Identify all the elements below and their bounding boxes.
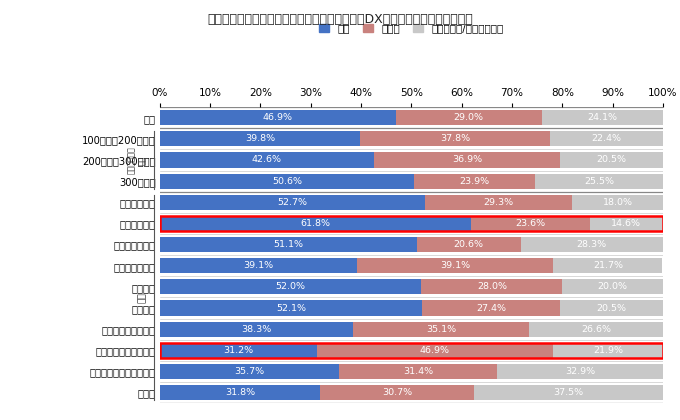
Bar (352, 322, 529, 337)
Text: 35.7%: 35.7% (235, 367, 265, 376)
Text: 業種: 業種 (137, 292, 147, 303)
Text: 21.7%: 21.7% (593, 261, 623, 270)
Bar (425, 194, 573, 210)
Text: 30.7%: 30.7% (382, 388, 412, 397)
Bar (554, 258, 662, 273)
Bar (529, 322, 663, 337)
Text: 52.1%: 52.1% (276, 304, 306, 312)
Text: 37.8%: 37.8% (440, 134, 471, 143)
Bar (160, 279, 422, 294)
Bar (422, 279, 562, 294)
Text: 20.6%: 20.6% (454, 240, 483, 249)
Bar (560, 152, 663, 168)
Bar (560, 300, 663, 316)
Text: 52.7%: 52.7% (277, 198, 307, 207)
Text: 42.6%: 42.6% (252, 155, 282, 165)
Text: 39.1%: 39.1% (440, 261, 470, 270)
Text: 50.6%: 50.6% (272, 177, 302, 186)
Text: 31.4%: 31.4% (403, 367, 434, 376)
Text: 36.9%: 36.9% (452, 155, 482, 165)
Text: 46.9%: 46.9% (262, 113, 293, 122)
Text: 20.5%: 20.5% (596, 304, 626, 312)
Bar (320, 385, 475, 400)
Text: 38.3%: 38.3% (241, 325, 271, 333)
Text: 51.1%: 51.1% (273, 240, 303, 249)
Bar (542, 110, 663, 125)
Text: 20.5%: 20.5% (596, 155, 626, 165)
Bar (396, 110, 542, 125)
Bar (160, 343, 317, 358)
Text: 23.6%: 23.6% (515, 219, 545, 228)
Bar (550, 131, 663, 147)
Bar (160, 173, 414, 189)
Bar (160, 216, 663, 231)
Text: 24.1%: 24.1% (588, 113, 617, 122)
Bar (422, 300, 560, 316)
Bar (553, 343, 663, 358)
Legend: はい, いいえ, わからない/答えられない: はい, いいえ, わからない/答えられない (319, 24, 504, 34)
Bar (160, 322, 352, 337)
Text: 27.4%: 27.4% (476, 304, 506, 312)
Bar (160, 152, 374, 168)
Bar (573, 194, 663, 210)
Bar (160, 110, 396, 125)
Bar (160, 364, 339, 379)
Text: 18.0%: 18.0% (602, 198, 632, 207)
Text: 37.5%: 37.5% (554, 388, 583, 397)
Text: 35.1%: 35.1% (426, 325, 456, 333)
Bar (160, 385, 320, 400)
Bar (160, 216, 471, 231)
Text: 25.5%: 25.5% (584, 177, 614, 186)
Bar (414, 173, 534, 189)
Text: 28.3%: 28.3% (577, 240, 607, 249)
Bar (498, 364, 663, 379)
Bar (475, 385, 663, 400)
Text: 31.8%: 31.8% (225, 388, 255, 397)
Bar (471, 216, 590, 231)
Text: 29.3%: 29.3% (483, 198, 514, 207)
Bar (160, 237, 417, 252)
Text: 61.8%: 61.8% (301, 219, 330, 228)
Text: 28.0%: 28.0% (477, 282, 507, 291)
Text: 工場従業員数
規模: 工場従業員数 規模 (127, 146, 147, 174)
Text: 22.4%: 22.4% (592, 134, 622, 143)
Text: 20.0%: 20.0% (598, 282, 628, 291)
Text: 39.8%: 39.8% (245, 134, 275, 143)
Bar (417, 237, 521, 252)
Bar (339, 364, 498, 379)
Bar (356, 258, 554, 273)
Text: 勤め先の工場では間接材の調達や管理に関するDXの活動に取り組んでいるか: 勤め先の工場では間接材の調達や管理に関するDXの活動に取り組んでいるか (207, 13, 473, 26)
Text: 32.9%: 32.9% (565, 367, 595, 376)
Bar (160, 258, 356, 273)
Bar (360, 131, 550, 147)
Bar (534, 173, 663, 189)
Text: 29.0%: 29.0% (454, 113, 483, 122)
Bar (590, 216, 663, 231)
Bar (160, 131, 360, 147)
Bar (562, 279, 663, 294)
Bar (374, 152, 560, 168)
Bar (521, 237, 663, 252)
Bar (160, 343, 663, 358)
Text: 46.9%: 46.9% (420, 346, 449, 355)
Text: 52.0%: 52.0% (275, 282, 305, 291)
Bar (160, 194, 425, 210)
Bar (160, 300, 422, 316)
Text: 23.9%: 23.9% (460, 177, 490, 186)
Text: 14.6%: 14.6% (611, 219, 641, 228)
Text: 31.2%: 31.2% (223, 346, 254, 355)
Text: 39.1%: 39.1% (243, 261, 273, 270)
Text: 21.9%: 21.9% (593, 346, 623, 355)
Bar (317, 343, 553, 358)
Text: 26.6%: 26.6% (581, 325, 611, 333)
